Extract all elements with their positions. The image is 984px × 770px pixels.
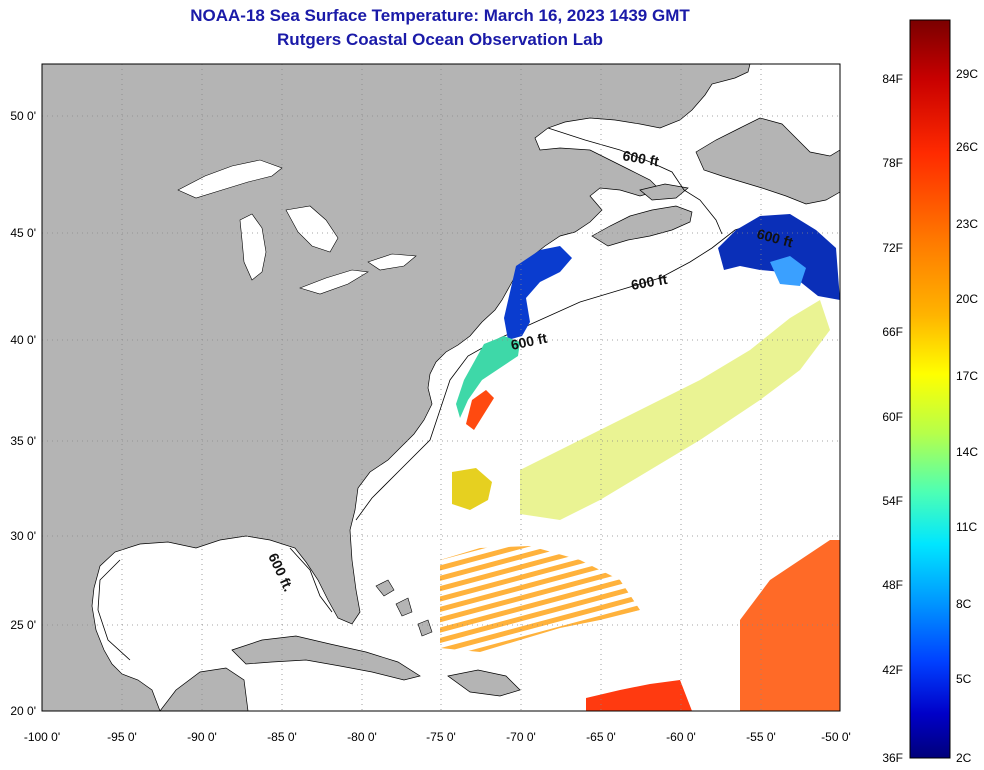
- map-title: NOAA-18 Sea Surface Temperature: March 1…: [190, 6, 690, 25]
- sst-south-red: [586, 680, 692, 711]
- cb-c-label: 5C: [956, 672, 972, 686]
- sst-data: [440, 214, 840, 711]
- cb-f-label: 54F: [882, 494, 903, 508]
- colorbar-celsius-labels: 29C 26C 23C 20C 17C 14C 11C 8C 5C 2C: [956, 67, 978, 765]
- sst-grand-banks-light: [770, 256, 806, 286]
- cb-f-label: 42F: [882, 663, 903, 677]
- depth-label: 600 ft: [509, 330, 548, 353]
- cb-c-label: 2C: [956, 751, 972, 765]
- cb-c-label: 8C: [956, 597, 972, 611]
- cb-c-label: 20C: [956, 292, 978, 306]
- cb-c-label: 11C: [956, 520, 977, 534]
- latitude-labels: 50 0' 45 0' 40 0' 35 0' 30 0' 25 0' 20 0…: [10, 109, 36, 718]
- map-subtitle: Rutgers Coastal Ocean Observation Lab: [277, 30, 603, 49]
- map-border: [41, 63, 841, 712]
- cb-f-label: 60F: [882, 410, 903, 424]
- cb-c-label: 17C: [956, 369, 978, 383]
- cb-f-label: 66F: [882, 325, 903, 339]
- longitude-labels: -100 0' -95 0' -90 0' -85 0' -80 0' -75 …: [24, 730, 851, 744]
- land-yucatan: [159, 667, 249, 711]
- cb-c-label: 29C: [956, 67, 978, 81]
- lon-label: -100 0': [24, 730, 60, 744]
- depth-label: 600 ft: [621, 147, 660, 169]
- land-nova-scotia: [591, 205, 693, 247]
- lat-label: 50 0': [10, 109, 36, 123]
- lon-label: -60 0': [666, 730, 696, 744]
- sst-grand-banks: [718, 214, 840, 300]
- lon-label: -50 0': [821, 730, 851, 744]
- lat-label: 30 0': [10, 529, 36, 543]
- lon-label: -95 0': [107, 730, 137, 744]
- lake-erie: [299, 269, 369, 295]
- lat-label: 20 0': [10, 704, 36, 718]
- land-cuba: [231, 635, 421, 681]
- cb-c-label: 26C: [956, 140, 978, 154]
- lat-label: 35 0': [10, 434, 36, 448]
- lon-label: -70 0': [506, 730, 536, 744]
- cb-f-label: 78F: [882, 156, 903, 170]
- land-north-america: [42, 64, 751, 711]
- lon-label: -55 0': [746, 730, 776, 744]
- depth-label: 600 ft: [630, 271, 669, 293]
- cb-f-label: 84F: [882, 72, 903, 86]
- land-bahamas: [375, 579, 433, 637]
- colorbar: [909, 19, 951, 759]
- lon-label: -65 0': [586, 730, 616, 744]
- colorbar-fahrenheit-labels: 84F 78F 72F 66F 60F 54F 48F 42F 36F: [882, 72, 903, 765]
- sst-open-ocean-yellow: [520, 300, 830, 520]
- lon-label: -90 0': [187, 730, 217, 744]
- lon-label: -75 0': [426, 730, 456, 744]
- sst-carolina-yellow: [452, 468, 492, 510]
- sst-gulf-stream-core: [466, 390, 494, 430]
- sst-shelf-green: [456, 336, 520, 418]
- land-newfoundland: [695, 117, 840, 205]
- land-hispaniola: [447, 669, 521, 697]
- lat-label: 45 0': [10, 226, 36, 240]
- lon-label: -80 0': [347, 730, 377, 744]
- graticule: [42, 64, 840, 711]
- land-pei: [639, 183, 689, 201]
- lake-michigan: [239, 213, 267, 281]
- lat-label: 40 0': [10, 333, 36, 347]
- sst-subtropics-orange: [440, 546, 640, 652]
- lat-label: 25 0': [10, 618, 36, 632]
- lon-label: -85 0': [267, 730, 297, 744]
- cb-c-label: 14C: [956, 445, 978, 459]
- sst-southeast-red: [740, 540, 840, 711]
- lake-ontario: [367, 253, 417, 271]
- cb-f-label: 72F: [882, 241, 903, 255]
- lake-huron: [285, 205, 339, 253]
- cb-f-label: 48F: [882, 578, 903, 592]
- lake-superior: [177, 159, 283, 199]
- cb-f-label: 36F: [882, 751, 903, 765]
- cb-c-label: 23C: [956, 217, 978, 231]
- isobath-600ft: [97, 127, 821, 661]
